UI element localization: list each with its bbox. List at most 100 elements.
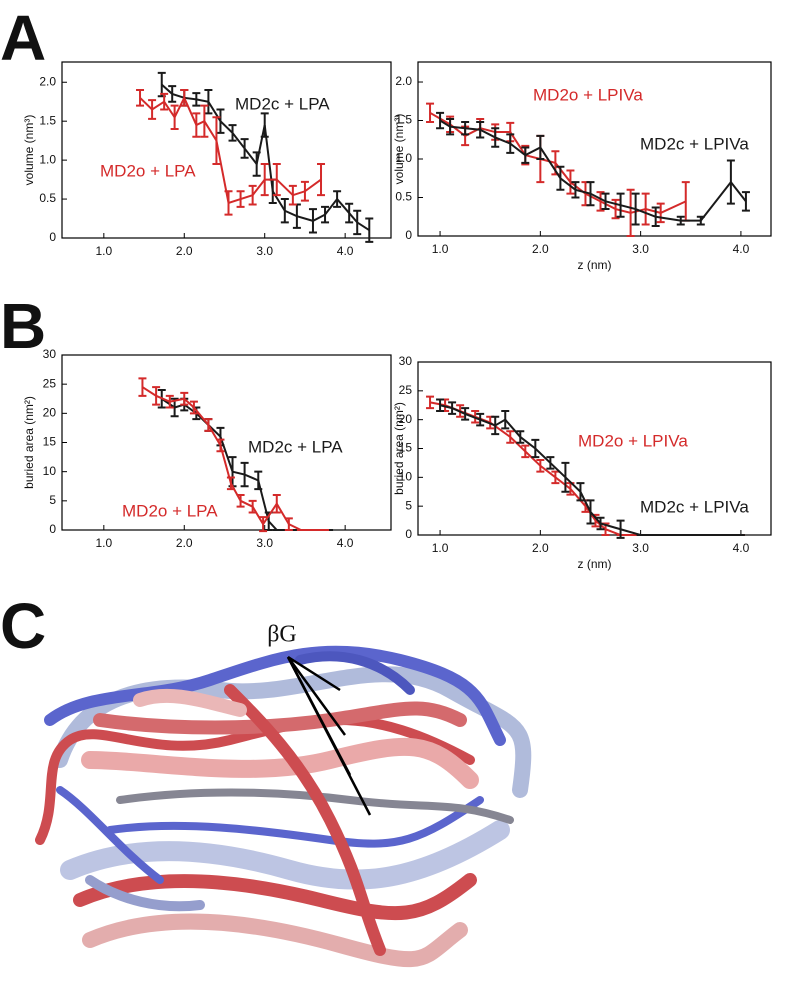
error-bar (476, 412, 485, 427)
error-bar (616, 192, 625, 218)
error-bar (300, 180, 309, 202)
error-bar (461, 407, 470, 421)
error-bar (288, 184, 297, 206)
y-tick-label: 25 (43, 376, 57, 390)
error-bar (248, 499, 257, 514)
error-bar (165, 394, 174, 409)
error-bar (531, 438, 540, 459)
error-bar (436, 111, 445, 130)
error-bar (365, 217, 374, 243)
error-bar (254, 470, 263, 491)
error-bar (586, 181, 595, 207)
x-tick-label: 2.0 (176, 244, 193, 258)
error-bar (741, 191, 750, 212)
error-bar (268, 178, 277, 204)
y-tick-label: 1.0 (39, 152, 56, 166)
structure-label: βG (267, 622, 297, 648)
error-bar (189, 400, 198, 415)
error-bar (491, 127, 500, 148)
x-tick-label: 4.0 (337, 244, 354, 258)
error-bar (200, 104, 209, 138)
error-bar (656, 202, 665, 224)
y-tick-label: 1.5 (39, 113, 56, 127)
x-axis-label: z (nm) (578, 258, 612, 272)
y-tick-label: 0 (405, 527, 412, 541)
error-bar (240, 461, 249, 488)
x-tick-label: 3.0 (256, 536, 273, 550)
error-bar (601, 192, 610, 211)
y-tick-label: 5 (49, 493, 56, 507)
y-tick-label: 30 (43, 347, 57, 361)
error-bar (204, 418, 213, 432)
error-bar (436, 398, 445, 413)
error-bar (236, 190, 245, 208)
error-bar (696, 215, 705, 226)
error-bar (204, 89, 213, 115)
error-bar (252, 151, 261, 177)
error-bar (536, 459, 545, 473)
error-bar (446, 117, 455, 136)
error-bar (260, 112, 269, 138)
error-bar (566, 169, 575, 195)
error-bar (224, 190, 233, 216)
error-bar (681, 181, 690, 222)
series-label: MD2c + LPA (248, 437, 343, 456)
series-label: MD2o + LPIVa (578, 431, 688, 450)
y-tick-label: 1.0 (395, 151, 412, 165)
data-line (139, 95, 322, 205)
error-bar (726, 159, 735, 205)
y-tick-label: 5 (405, 498, 412, 512)
error-bar (333, 190, 342, 208)
error-bar (521, 444, 530, 459)
x-tick-label: 3.0 (256, 244, 273, 258)
plot-frame (417, 61, 772, 237)
error-bar (272, 163, 281, 197)
error-bar (138, 377, 147, 397)
error-bar (506, 430, 515, 444)
y-tick-label: 2.0 (39, 74, 56, 88)
error-bar (157, 71, 166, 98)
error-bar (576, 482, 585, 502)
error-bar (676, 215, 685, 226)
y-tick-label: 15 (43, 435, 57, 449)
error-bar (259, 516, 268, 533)
series-label: MD2c + LPA (235, 94, 330, 113)
error-bar (228, 124, 237, 142)
error-bar (571, 181, 580, 199)
error-bar (136, 89, 145, 107)
x-tick-label: 1.0 (95, 244, 112, 258)
error-bar (321, 205, 330, 224)
error-bar (216, 108, 225, 134)
y-tick-label: 0 (405, 228, 412, 242)
error-bar (551, 470, 560, 485)
error-bar (148, 99, 157, 120)
error-bar (192, 112, 201, 138)
x-tick-label: 4.0 (733, 242, 750, 256)
x-tick-label: 4.0 (733, 541, 750, 555)
error-bar (152, 386, 161, 406)
x-tick-label: 2.0 (532, 242, 549, 256)
error-bar (170, 104, 179, 130)
error-bar (586, 499, 595, 525)
y-axis-label: buried area (nm²) (392, 402, 406, 495)
error-bar (626, 188, 635, 237)
x-tick-label: 2.0 (532, 541, 549, 555)
series-label: MD2c + LPIVa (640, 134, 749, 153)
error-bar (216, 438, 225, 453)
error-bar (160, 92, 169, 111)
error-bar (476, 121, 485, 139)
panel-label: A (0, 2, 46, 74)
y-tick-label: 0.5 (39, 191, 56, 205)
error-bar (426, 102, 435, 124)
y-tick-label: 0 (49, 522, 56, 536)
y-tick-label: 30 (399, 354, 413, 368)
error-bar (180, 391, 189, 406)
error-bar (536, 134, 545, 161)
error-bar (641, 192, 650, 226)
series-label: MD2o + LPIVa (533, 85, 643, 104)
error-bar (236, 494, 245, 508)
pointer-lines (286, 655, 372, 816)
y-tick-label: 0.5 (395, 190, 412, 204)
error-bar (212, 116, 221, 166)
